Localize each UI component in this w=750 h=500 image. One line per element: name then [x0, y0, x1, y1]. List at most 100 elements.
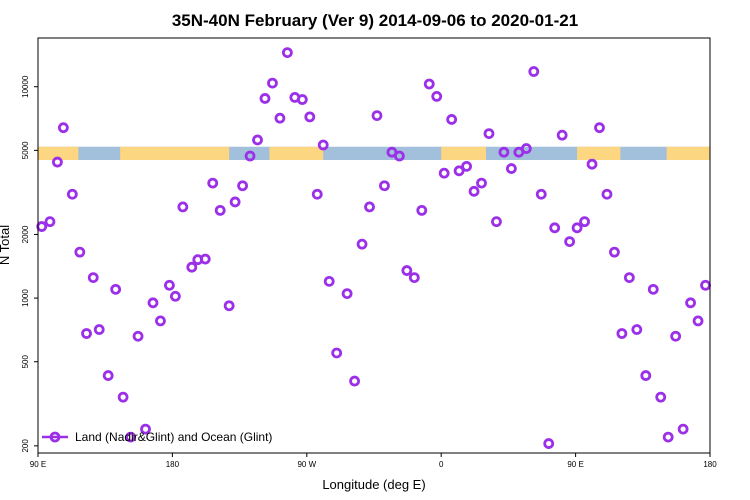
data-point	[169, 290, 181, 302]
data-point	[132, 330, 144, 342]
data-point	[44, 216, 56, 228]
data-point	[461, 160, 472, 172]
data-point	[601, 188, 613, 200]
y-tick-label: 200	[21, 439, 30, 453]
data-point	[408, 272, 420, 284]
data-point	[453, 165, 465, 177]
data-point	[341, 288, 353, 300]
data-point	[393, 150, 405, 162]
land-segment	[269, 146, 324, 161]
data-point	[379, 180, 390, 192]
data-point	[331, 347, 343, 359]
data-point	[356, 238, 368, 250]
data-point	[296, 94, 308, 105]
data-point	[267, 77, 278, 89]
x-axis: 90 E 180 90 W 0 90 E 180	[30, 453, 717, 469]
data-point	[647, 283, 659, 295]
data-point	[586, 158, 598, 170]
y-tick-label: 5000	[21, 141, 30, 159]
data-point	[543, 438, 555, 449]
x-tick-label: 180	[703, 460, 717, 469]
data-point	[476, 177, 487, 189]
data-point	[662, 431, 674, 443]
data-point	[623, 272, 635, 284]
data-point	[57, 122, 69, 134]
data-point	[237, 180, 248, 192]
data-point	[155, 315, 166, 327]
map-band	[38, 146, 710, 161]
data-point	[685, 297, 696, 309]
y-axis-label: N Total	[0, 225, 12, 265]
data-point	[677, 423, 689, 435]
y-tick-label: 500	[21, 355, 30, 369]
data-point	[259, 93, 271, 104]
land-segment	[666, 146, 710, 161]
data-point	[520, 143, 532, 154]
data-point	[177, 201, 189, 213]
x-axis-label: Longitude (deg E)	[322, 477, 425, 492]
data-point	[528, 66, 540, 77]
land-segment	[441, 146, 486, 161]
data-point	[311, 188, 323, 200]
data-point	[438, 167, 450, 179]
data-point	[147, 297, 159, 309]
data-point	[164, 279, 175, 291]
data-point	[491, 216, 502, 228]
data-point	[317, 139, 329, 151]
data-point	[281, 47, 293, 59]
data-point	[579, 216, 590, 228]
data-point	[640, 370, 652, 381]
data-point	[244, 150, 256, 162]
data-point	[199, 253, 211, 265]
data-point	[36, 221, 48, 232]
data-point	[609, 246, 620, 258]
land-segment	[577, 146, 621, 161]
data-point	[304, 111, 316, 123]
data-point	[549, 222, 561, 234]
data-point	[616, 328, 628, 339]
x-tick-label: 90 E	[30, 460, 46, 469]
data-point	[125, 431, 136, 443]
x-tick-label: 0	[439, 460, 444, 469]
data-point	[564, 236, 576, 248]
data-point	[371, 110, 383, 122]
data-point	[692, 315, 704, 327]
y-tick-label: 2000	[21, 225, 30, 243]
legend-marker	[49, 431, 61, 443]
x-tick-label: 90 E	[567, 460, 583, 469]
data-point	[401, 265, 413, 276]
scatter-points	[36, 47, 711, 449]
data-point	[535, 188, 547, 200]
chart-title: 35N-40N February (Ver 9) 2014-09-06 to 2…	[172, 11, 578, 30]
data-point	[274, 112, 286, 124]
data-point	[87, 272, 99, 284]
x-tick-label: 180	[166, 460, 180, 469]
data-point	[416, 204, 428, 216]
data-point	[446, 114, 458, 125]
data-point	[556, 129, 568, 141]
data-point	[74, 246, 86, 258]
data-point	[102, 370, 114, 381]
data-point	[571, 222, 583, 234]
y-tick-label: 10000	[21, 75, 30, 98]
data-point	[81, 328, 92, 339]
x-tick-label: 90 W	[297, 460, 316, 469]
data-point	[52, 156, 63, 168]
data-point	[349, 375, 360, 387]
data-point	[66, 188, 78, 200]
legend-label: Land (Nadir&Glint) and Ocean (Glint)	[75, 430, 272, 444]
data-point	[594, 122, 605, 134]
data-point	[468, 185, 480, 197]
plot-frame	[37, 37, 711, 454]
data-point	[655, 391, 667, 403]
y-axis: 200 500 1000 2000 5000 10000	[21, 75, 38, 453]
data-point	[483, 128, 495, 140]
data-point	[498, 146, 510, 158]
land-segment	[38, 146, 79, 161]
data-point	[252, 134, 263, 146]
data-point	[110, 283, 122, 295]
data-point	[505, 163, 517, 174]
y-tick-label: 1000	[21, 289, 30, 307]
legend: Land (Nadir&Glint) and Ocean (Glint)	[42, 430, 272, 444]
